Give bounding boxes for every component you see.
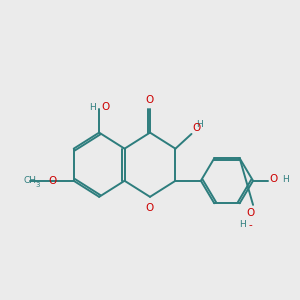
Text: O: O [247, 208, 255, 218]
Text: O: O [269, 174, 278, 184]
Text: H: H [196, 120, 203, 129]
Text: O: O [102, 102, 110, 112]
Text: 3: 3 [35, 182, 40, 188]
Text: H: H [89, 103, 96, 112]
Text: CH: CH [23, 176, 36, 185]
Text: H: H [283, 175, 289, 184]
Text: O: O [146, 203, 154, 213]
Text: O: O [193, 123, 201, 133]
Text: O: O [48, 176, 56, 186]
Text: H: H [240, 220, 246, 229]
Text: O: O [146, 95, 154, 105]
Text: -: - [248, 220, 252, 230]
